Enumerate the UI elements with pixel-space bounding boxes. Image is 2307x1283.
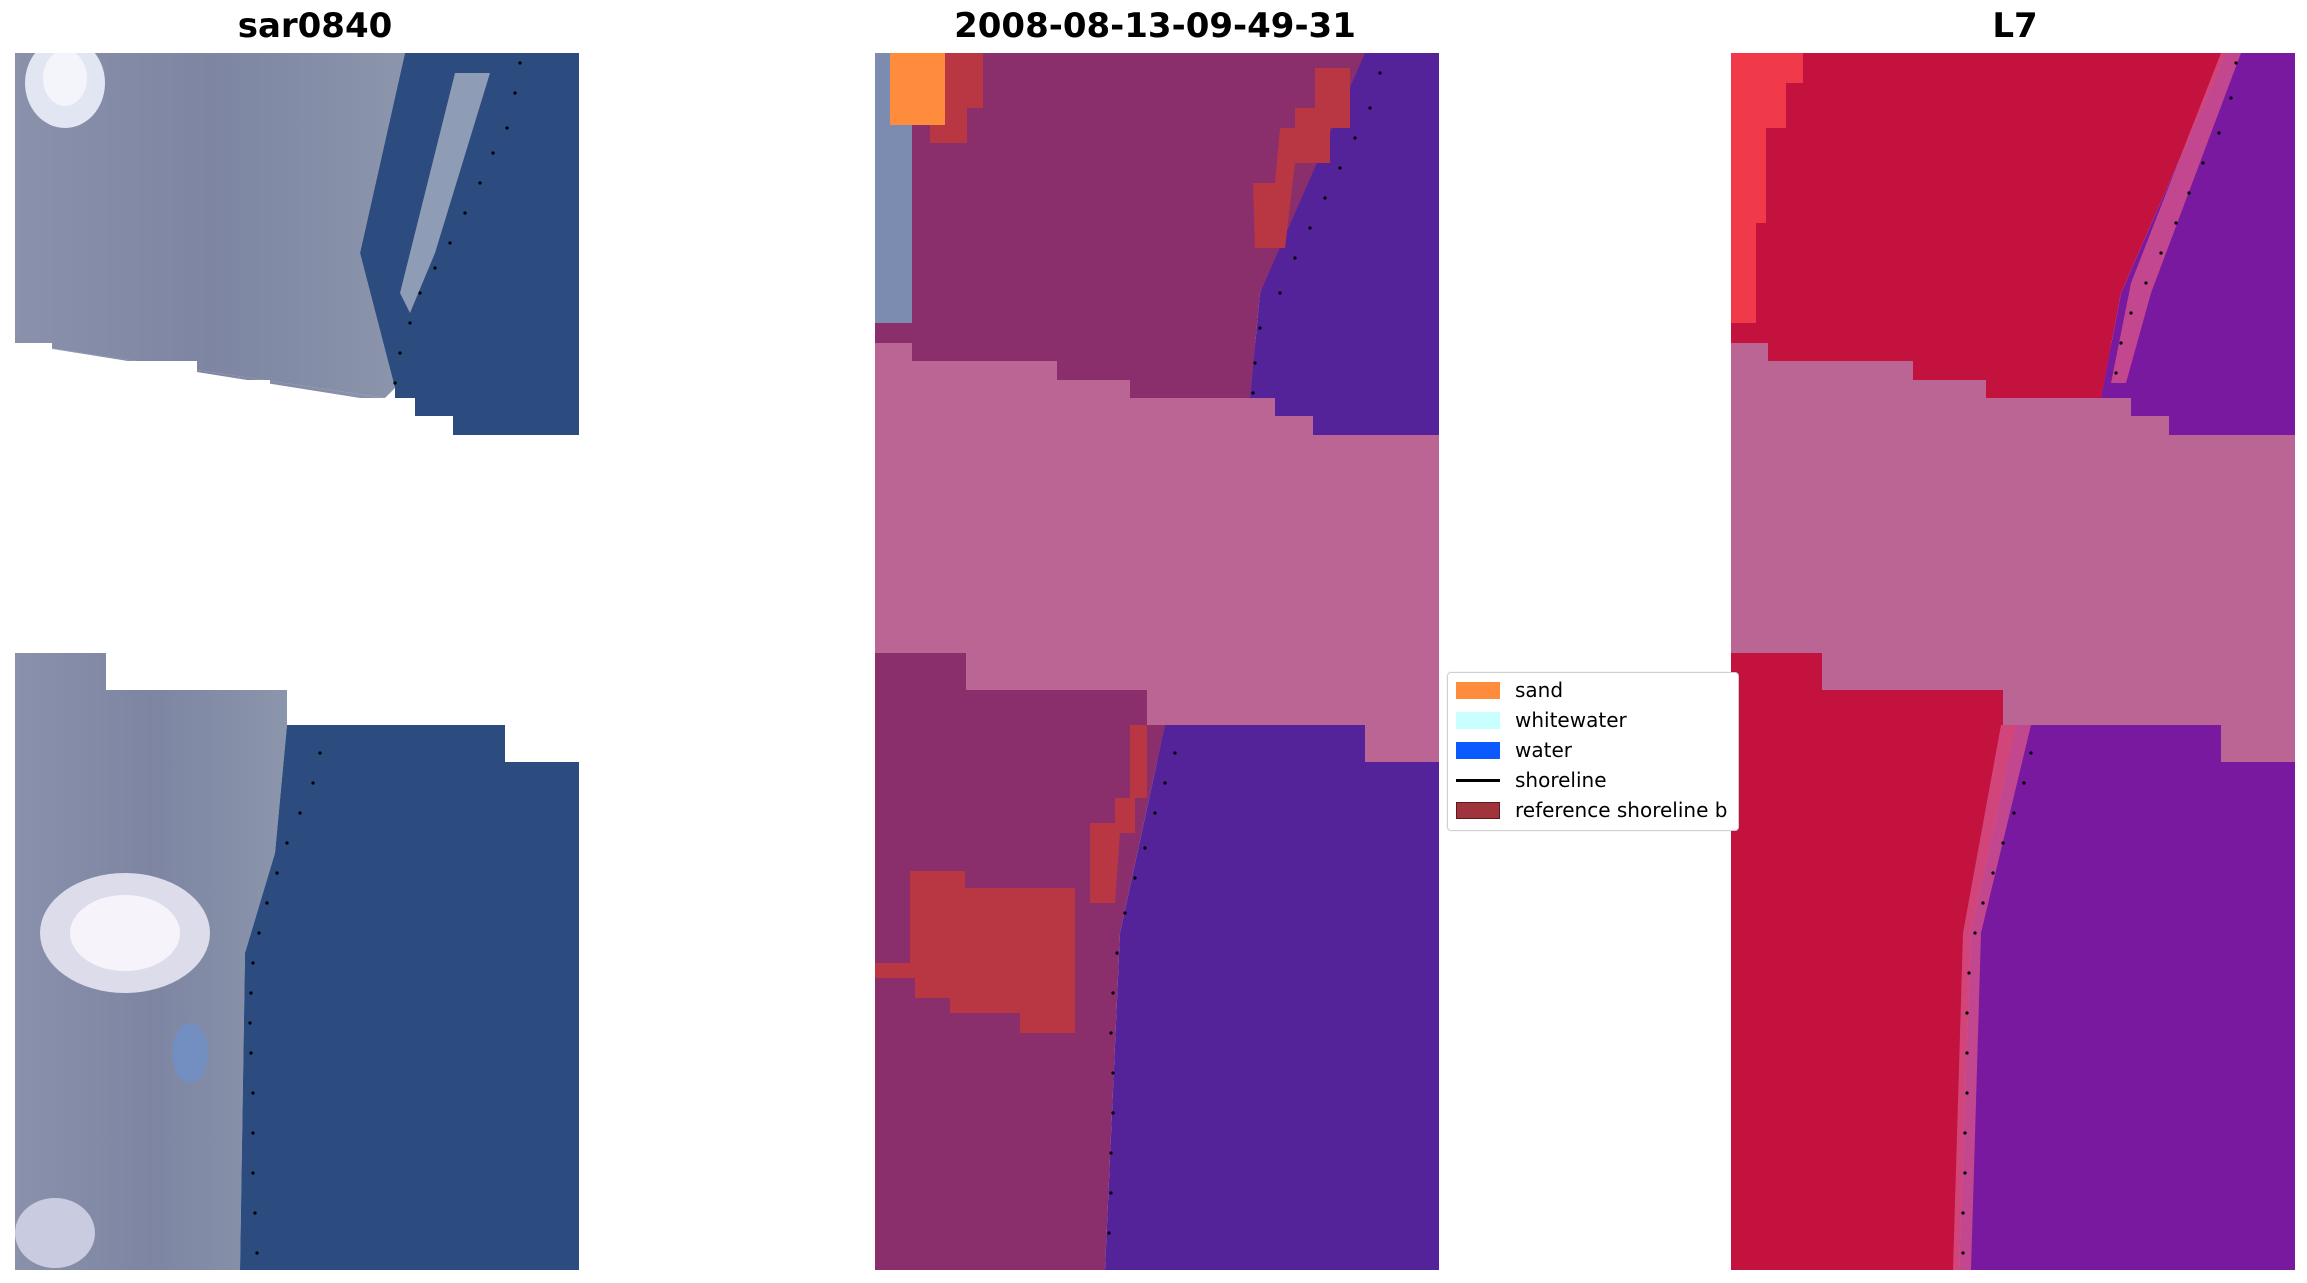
l7-land-top — [1731, 53, 2226, 398]
legend-item-whitewater: whitewater — [1456, 707, 1627, 733]
classified-water-top — [1250, 53, 1439, 435]
l7-water-bottom — [1959, 725, 2295, 1270]
rgb-image-panel — [15, 53, 579, 1270]
legend-label-reference-buffer: reference shoreline b — [1515, 798, 1728, 822]
panel-title-l7: L7 — [1992, 6, 2038, 46]
legend-item-shoreline: shoreline — [1456, 767, 1607, 793]
panel-title-rgb: sar0840 — [237, 6, 393, 46]
legend-label-whitewater: whitewater — [1515, 708, 1627, 732]
l7-land-bottom — [1731, 653, 2016, 1270]
legend-item-water: water — [1456, 737, 1572, 763]
water-swatch — [1456, 741, 1500, 759]
classified-sand — [890, 53, 945, 125]
legend-label-water: water — [1515, 738, 1572, 762]
reference-buffer-swatch — [1456, 801, 1500, 819]
classified-shoreline — [1107, 71, 1382, 1235]
l7-water-top — [2101, 53, 2295, 435]
legend-label-sand: sand — [1515, 678, 1564, 702]
l7-image — [1731, 53, 2295, 1270]
legend-label-shoreline: shoreline — [1515, 768, 1607, 792]
l7-image-panel — [1731, 53, 2295, 1270]
classified-image — [875, 53, 1439, 1270]
classified-water-bottom — [1105, 725, 1439, 1270]
rgb-shoreline — [248, 61, 522, 1255]
classified-image-panel — [875, 53, 1439, 1270]
whitewater-swatch — [1456, 711, 1500, 729]
legend: sand whitewater water shoreline referenc… — [1447, 672, 1739, 831]
l7-shoreline — [1961, 61, 2238, 1255]
shoreline-line-icon — [1456, 772, 1500, 789]
rgb-image — [15, 53, 579, 1270]
rgb-sea-top — [360, 53, 579, 435]
panel-title-classified: 2008-08-13-09-49-31 — [954, 6, 1356, 46]
rgb-land-top — [15, 53, 405, 398]
sand-swatch — [1456, 681, 1500, 699]
legend-item-reference-buffer: reference shoreline b — [1456, 797, 1727, 823]
classified-land-top — [875, 53, 1375, 398]
legend-item-sand: sand — [1456, 677, 1563, 703]
rgb-sea-bottom — [240, 725, 579, 1270]
